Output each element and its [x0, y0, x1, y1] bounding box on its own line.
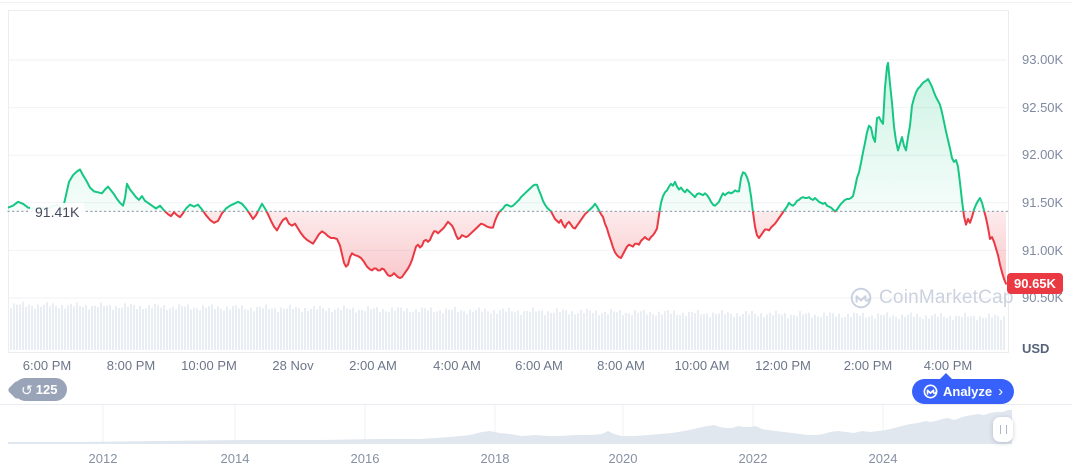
year-label: 2018: [480, 451, 510, 466]
x-axis-label: 8:00 AM: [597, 358, 645, 373]
x-axis-label: 12:00 PM: [755, 358, 811, 373]
chart-panel-border: [8, 10, 1009, 353]
x-axis-label: 10:00 PM: [181, 358, 237, 373]
y-axis-label: 93.00K: [1022, 52, 1064, 67]
last-price-badge: 90.65K: [1007, 273, 1063, 294]
y-axis-label: 91.50K: [1022, 195, 1064, 210]
currency-unit-label: USD: [1022, 341, 1050, 356]
year-label: 2024: [868, 451, 898, 466]
x-axis-label: 10:00 AM: [674, 358, 730, 373]
history-count-badge[interactable]: ↺ 125: [14, 378, 68, 401]
year-label: 2012: [88, 451, 118, 466]
grip-icon: [999, 425, 1007, 434]
baseline-price-label: 91.41K: [30, 203, 85, 221]
year-label: 2022: [738, 451, 768, 466]
x-axis-label: 2:00 AM: [349, 358, 397, 373]
x-axis-label: 6:00 AM: [515, 358, 563, 373]
x-axis-label: 4:00 PM: [923, 358, 973, 373]
year-label: 2016: [350, 451, 380, 466]
coinmarketcap-logo-icon: [850, 287, 872, 309]
timeline-scrubber-handle[interactable]: [993, 417, 1013, 442]
watermark: CoinMarketCap: [850, 287, 1014, 309]
analyze-logo-icon: [923, 384, 938, 399]
history-count: 125: [35, 382, 58, 397]
y-axis-label: 91.00K: [1022, 243, 1064, 258]
x-axis-label: 4:00 AM: [433, 358, 481, 373]
y-axis-label: 92.50K: [1022, 100, 1064, 115]
top-divider: [0, 2, 1072, 3]
x-axis-label: 6:00 PM: [22, 358, 72, 373]
x-axis-label: 28 Nov: [272, 358, 314, 373]
analyze-label: Analyze: [943, 384, 993, 399]
x-axis-label: 2:00 PM: [843, 358, 893, 373]
watermark-text: CoinMarketCap: [879, 287, 1014, 308]
year-label: 2014: [220, 451, 250, 466]
analyze-button[interactable]: Analyze ›: [912, 373, 1015, 404]
chevron-right-icon: ›: [998, 383, 1004, 400]
history-icon: ↺: [21, 381, 33, 398]
x-axis-label: 8:00 PM: [106, 358, 156, 373]
year-label: 2020: [608, 451, 638, 466]
y-axis-label: 92.00K: [1022, 147, 1064, 162]
